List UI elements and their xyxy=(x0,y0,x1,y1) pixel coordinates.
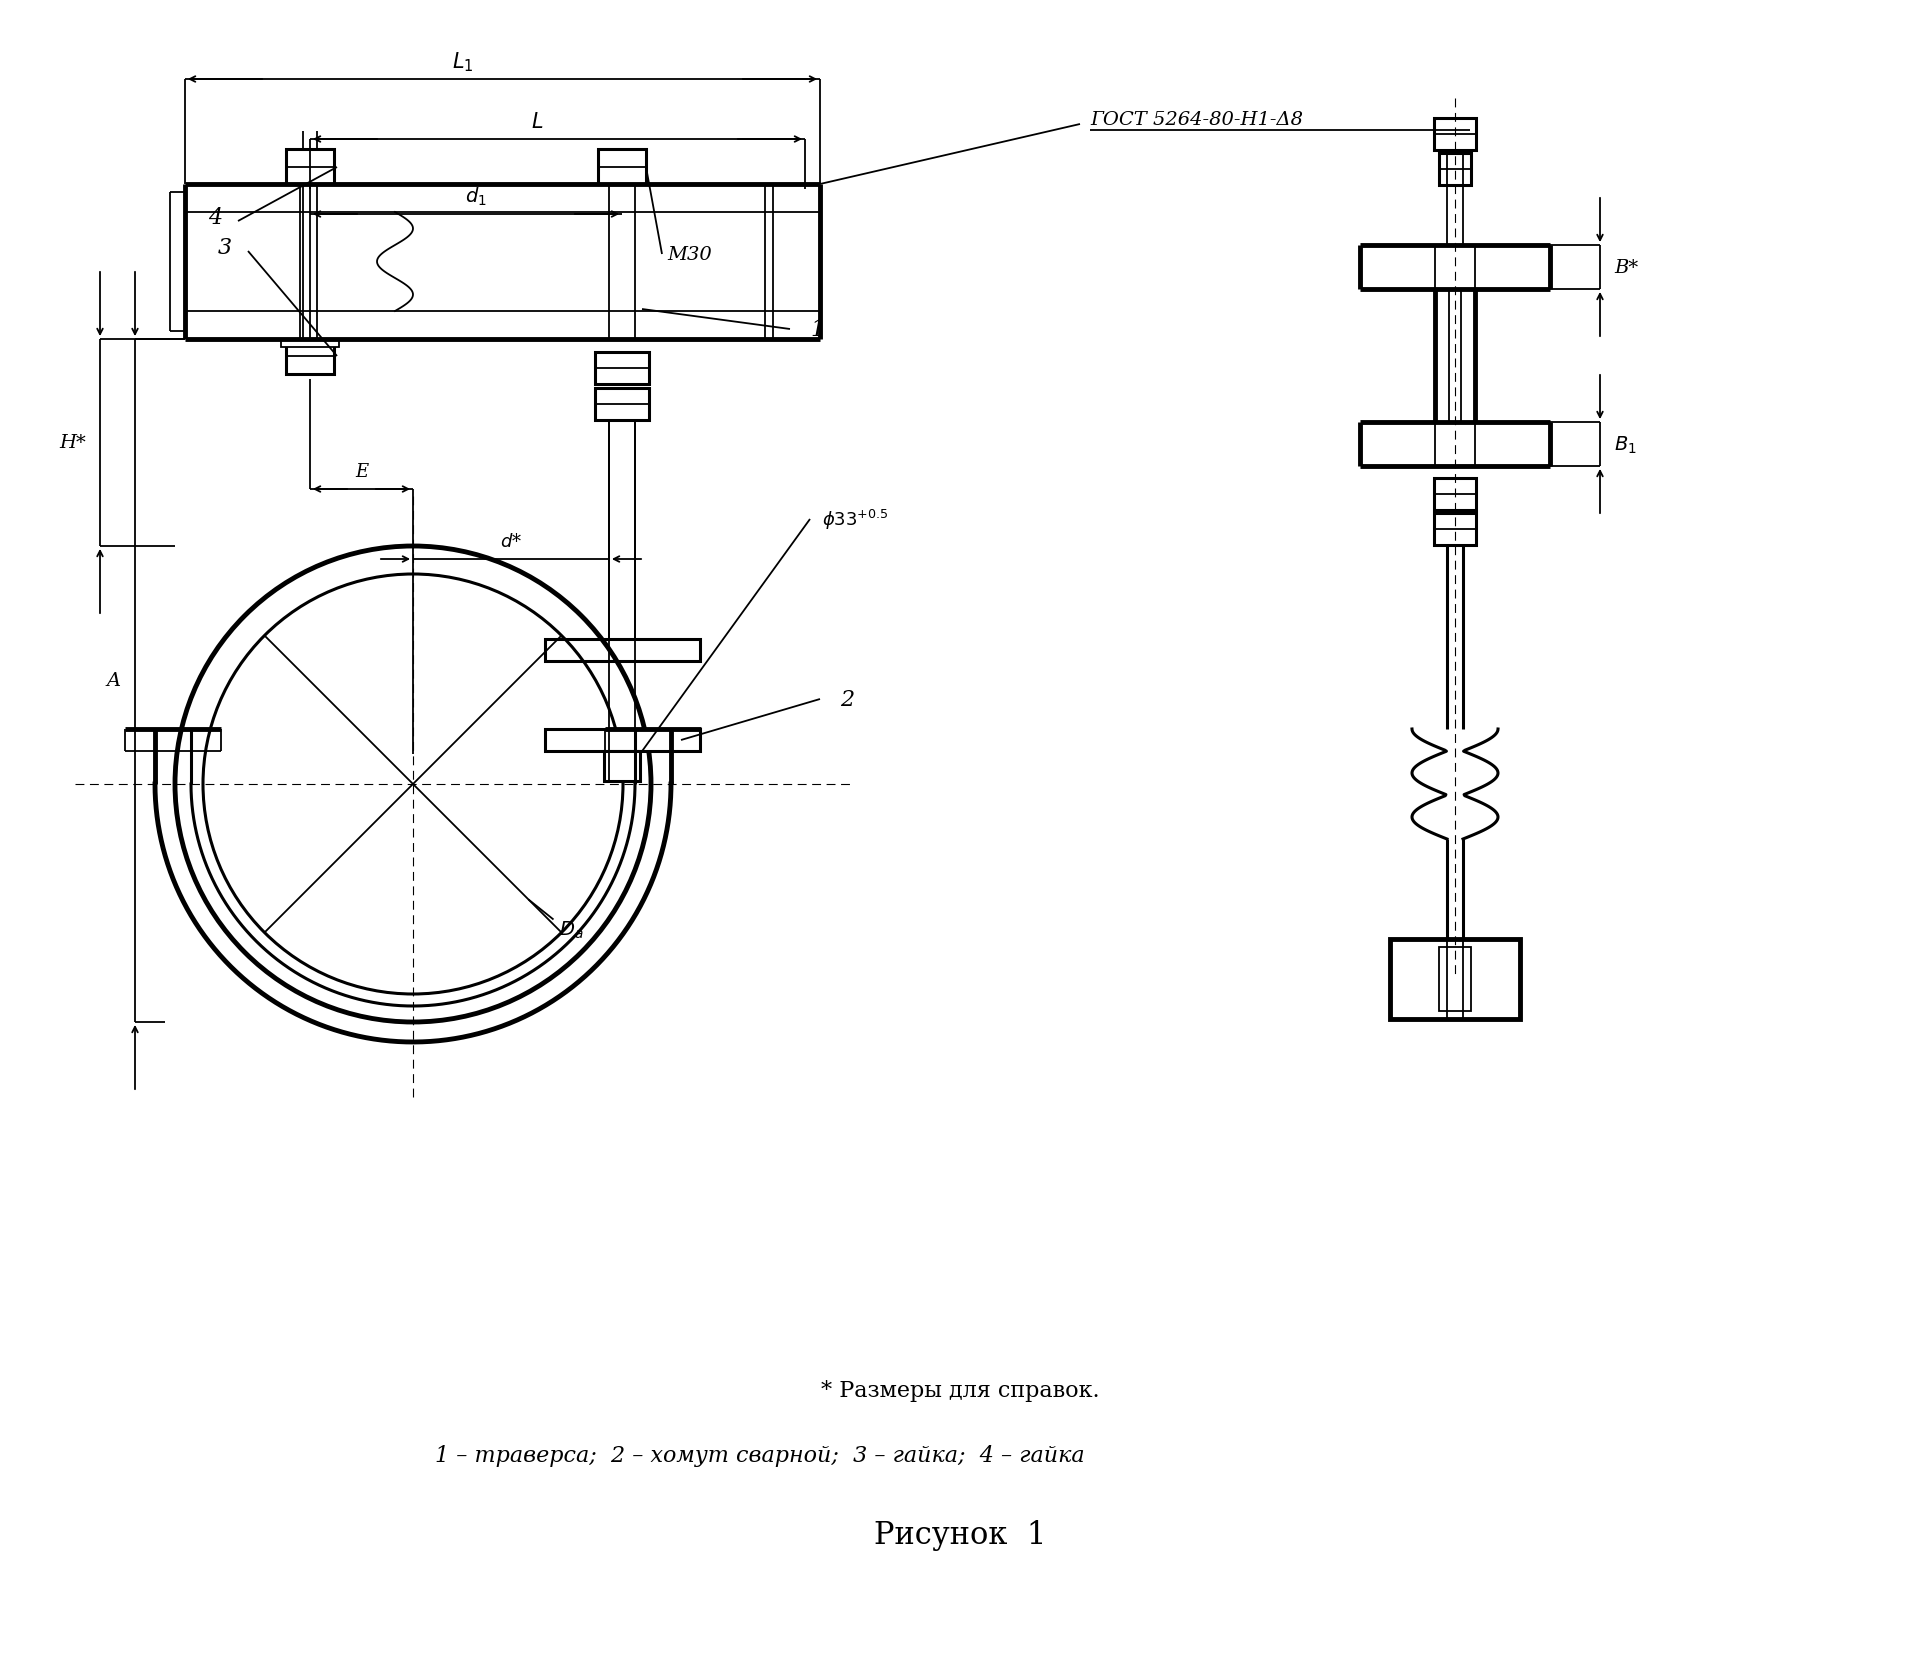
Text: 4: 4 xyxy=(207,207,223,228)
Text: 3: 3 xyxy=(217,237,232,258)
Text: $d_1$: $d_1$ xyxy=(465,185,486,209)
Bar xyxy=(1433,513,1475,546)
Bar xyxy=(597,151,645,185)
Bar xyxy=(1433,119,1475,151)
Text: $B_1$: $B_1$ xyxy=(1614,434,1637,455)
Bar xyxy=(1433,478,1475,511)
Bar xyxy=(596,389,649,420)
Bar xyxy=(286,151,334,185)
Bar xyxy=(280,339,338,348)
Text: A: A xyxy=(108,672,121,690)
Bar xyxy=(1391,940,1520,1019)
Bar xyxy=(546,730,699,751)
Text: M30: M30 xyxy=(667,247,713,263)
Bar xyxy=(1439,154,1471,185)
Text: $L_1$: $L_1$ xyxy=(451,50,473,74)
Text: 2: 2 xyxy=(839,688,855,710)
Text: H*: H* xyxy=(60,434,86,452)
Text: E: E xyxy=(355,463,369,480)
Bar xyxy=(546,639,699,662)
Bar xyxy=(1439,947,1471,1011)
Bar xyxy=(603,751,640,781)
Text: $D_a$: $D_a$ xyxy=(559,919,582,940)
Bar xyxy=(596,353,649,384)
Bar xyxy=(286,339,334,374)
Text: $L$: $L$ xyxy=(532,113,544,132)
Text: 1: 1 xyxy=(811,319,824,341)
Text: * Размеры для справок.: * Размеры для справок. xyxy=(820,1379,1099,1402)
Text: $d$*: $d$* xyxy=(499,533,523,551)
Text: Рисунок  1: Рисунок 1 xyxy=(874,1519,1047,1551)
Text: 1 – траверса;  2 – хомут сварной;  3 – гайка;  4 – гайка: 1 – траверса; 2 – хомут сварной; 3 – гай… xyxy=(436,1445,1085,1466)
Text: B*: B* xyxy=(1614,258,1639,276)
Text: ГОСТ 5264-80-Н1-Δ8: ГОСТ 5264-80-Н1-Δ8 xyxy=(1089,111,1302,129)
Text: $\phi33^{+0.5}$: $\phi33^{+0.5}$ xyxy=(822,508,889,531)
